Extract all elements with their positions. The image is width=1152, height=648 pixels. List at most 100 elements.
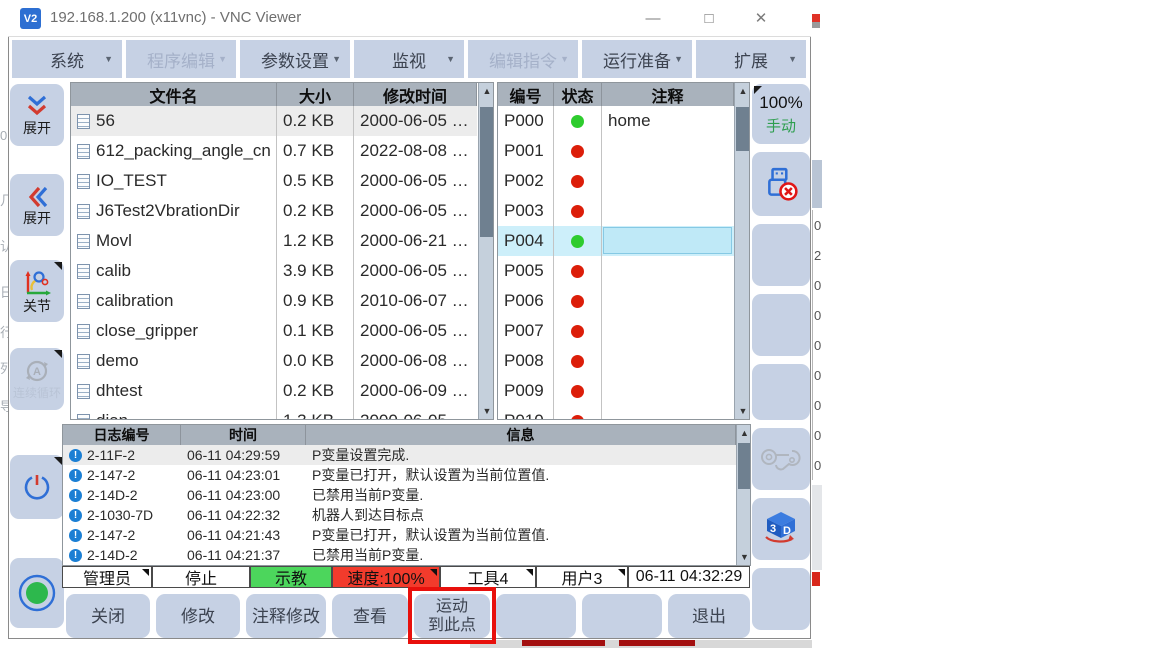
info-icon: ! (69, 488, 82, 502)
scrollbar-thumb[interactable] (738, 443, 750, 489)
move-to-point-button[interactable]: 运动 到此点 (414, 594, 490, 638)
menu-system[interactable]: 系统 ▼ (12, 40, 122, 78)
log-row[interactable]: ! 2-11F-2 06-11 04:29:59 P变量设置完成. (63, 445, 736, 466)
column-header[interactable]: 大小 (277, 83, 354, 106)
log-row[interactable]: ! 2-147-2 06-11 04:23:01 P变量已打开，默认设置为当前位置值. (63, 465, 736, 486)
log-row[interactable]: ! 2-14D-2 06-11 04:21:37 已禁用当前P变量. (63, 545, 736, 565)
table-row[interactable]: demo 0.0 KB 2000-06-08 … (71, 346, 477, 377)
column-header[interactable]: 时间 (181, 425, 306, 445)
file-name: 612_packing_angle_cn (96, 141, 271, 160)
comment-modify-button[interactable]: 注释修改 (246, 594, 326, 638)
expand-down-button[interactable]: 展开 (10, 84, 64, 146)
view-3d-button[interactable]: 3 D (752, 498, 810, 560)
status-speed[interactable]: 速度:100% (332, 566, 440, 588)
chevron-down-icon: ▼ (218, 54, 227, 64)
maximize-button[interactable]: □ (704, 9, 714, 27)
column-header[interactable]: 状态 (554, 83, 602, 106)
background-fragment: 0 (814, 218, 822, 233)
table-row[interactable]: P010 (498, 406, 734, 419)
status-user-frame[interactable]: 用户3 (536, 566, 628, 588)
button-label: 展开 (23, 119, 51, 136)
scroll-down-icon[interactable]: ▼ (738, 406, 748, 416)
scrollbar-thumb[interactable] (480, 107, 493, 237)
menu-extension[interactable]: 扩展 ▼ (696, 40, 806, 78)
p-scrollbar[interactable]: ▲ ▼ (734, 83, 749, 419)
usb-button[interactable] (752, 152, 810, 216)
mode-label: 手动 (765, 117, 796, 135)
title-bar[interactable] (8, 0, 811, 37)
file-modified: 2000-06-05 … (360, 171, 469, 190)
table-row[interactable]: P002 (498, 166, 734, 197)
note-edit-cell[interactable] (603, 227, 732, 254)
log-row[interactable]: ! 2-1030-7D 06-11 04:22:32 机器人到达目标点 (63, 505, 736, 526)
table-row[interactable]: P000 home (498, 106, 734, 137)
status-role[interactable]: 管理员 (62, 566, 152, 588)
log-row[interactable]: ! 2-147-2 06-11 04:21:43 P变量已打开，默认设置为当前位置值. (63, 525, 736, 546)
menu-edit-instruction: 编辑指令 ▼ (468, 40, 578, 78)
menu-label: 程序编辑 (147, 51, 215, 71)
table-row[interactable]: J6Test2VbrationDir 0.2 KB 2000-06-05 … (71, 196, 477, 227)
table-row[interactable]: P006 (498, 286, 734, 317)
scroll-up-icon[interactable]: ▲ (482, 86, 492, 96)
table-row[interactable]: close_gripper 0.1 KB 2000-06-05 … (71, 316, 477, 347)
status-datetime: 06-11 04:32:29 (628, 566, 750, 588)
file-icon (77, 383, 90, 399)
table-row[interactable]: calibration 0.9 KB 2010-06-07 … (71, 286, 477, 317)
column-header[interactable]: 注释 (602, 83, 734, 106)
file-icon (77, 143, 90, 159)
table-row[interactable]: Movl 1.2 KB 2000-06-21 … (71, 226, 477, 257)
side-button-blank-2[interactable] (752, 294, 810, 356)
exit-button[interactable]: 退出 (668, 594, 750, 638)
speed-mode-button[interactable]: 100% 手动 (752, 84, 810, 144)
view-button[interactable]: 查看 (332, 594, 408, 638)
scroll-up-icon[interactable]: ▲ (738, 86, 748, 96)
column-header[interactable]: 编号 (498, 83, 554, 106)
table-row[interactable]: P009 (498, 376, 734, 407)
minimize-button[interactable]: — (645, 9, 661, 27)
menu-parameter-settings[interactable]: 参数设置 ▼ (240, 40, 350, 78)
table-row[interactable]: P005 (498, 256, 734, 287)
joint-mode-button[interactable]: 关节 (10, 260, 64, 322)
table-row[interactable]: dhtest 0.2 KB 2000-06-09 … (71, 376, 477, 407)
side-button-blank-1[interactable] (752, 224, 810, 286)
table-row[interactable]: dian 1.3 KB2000-06-05 … (71, 406, 477, 419)
power-button[interactable] (10, 455, 64, 519)
table-row-selected[interactable]: P004 (498, 226, 734, 257)
menu-run-prepare[interactable]: 运行准备 ▼ (582, 40, 692, 78)
table-row[interactable]: 612_packing_angle_cn 0.7 KB 2022-08-08 … (71, 136, 477, 167)
menu-monitor[interactable]: 监视 ▼ (354, 40, 464, 78)
scroll-down-icon[interactable]: ▼ (740, 552, 749, 562)
table-row[interactable]: IO_TEST 0.5 KB 2000-06-05 … (71, 166, 477, 197)
table-row[interactable]: P001 (498, 136, 734, 167)
table-row[interactable]: P007 (498, 316, 734, 347)
column-header[interactable]: 信息 (306, 425, 736, 445)
scroll-up-icon[interactable]: ▲ (740, 428, 749, 438)
scroll-down-icon[interactable]: ▼ (482, 406, 492, 416)
side-button-blank-4[interactable] (752, 568, 810, 630)
status-tool[interactable]: 工具4 (440, 566, 536, 588)
log-code: 2-147-2 (87, 467, 136, 483)
file-scrollbar[interactable]: ▲ ▼ (478, 83, 493, 419)
side-button-blank-3[interactable] (752, 364, 810, 420)
button-label: 退出 (692, 606, 726, 626)
table-row[interactable]: P003 (498, 196, 734, 227)
close-button[interactable]: ✕ (754, 10, 768, 27)
expand-left-button[interactable]: 展开 (10, 174, 64, 236)
status-dot (571, 414, 584, 419)
table-row[interactable]: calib 3.9 KB 2000-06-05 … (71, 256, 477, 287)
table-row[interactable]: 56 0.2 KB 2000-06-05 … (71, 106, 477, 137)
column-header[interactable]: 日志编号 (63, 425, 181, 445)
log-row[interactable]: ! 2-14D-2 06-11 04:23:00 已禁用当前P变量. (63, 485, 736, 506)
info-icon: ! (69, 508, 82, 522)
table-row[interactable]: P008 (498, 346, 734, 377)
menu-label: 监视 (392, 51, 426, 71)
column-header[interactable]: 修改时间 (354, 83, 477, 106)
servo-enable-button[interactable] (10, 558, 64, 628)
bottom-button-blank-2[interactable] (582, 594, 662, 638)
modify-button[interactable]: 修改 (156, 594, 240, 638)
scrollbar-thumb[interactable] (736, 107, 749, 151)
column-header[interactable]: 文件名 (71, 83, 277, 106)
log-scrollbar[interactable]: ▲ ▼ (736, 425, 750, 565)
close-action-button[interactable]: 关闭 (66, 594, 150, 638)
bottom-button-blank-1[interactable] (496, 594, 576, 638)
